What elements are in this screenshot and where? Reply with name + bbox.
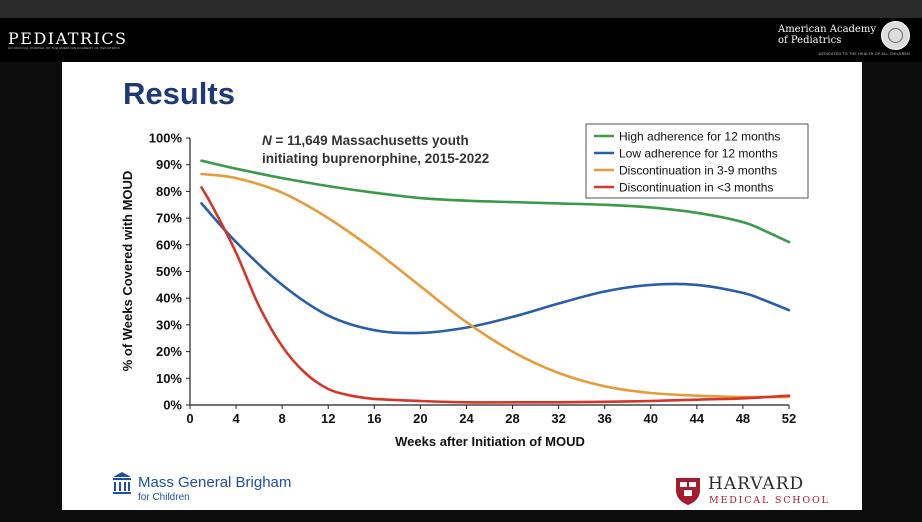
journal-header — [0, 18, 922, 62]
aap-logo-text: American Academy of Pediatrics — [778, 24, 876, 46]
x-tick-label: 48 — [736, 411, 750, 426]
aap-tagline: DEDICATED TO THE HEALTH OF ALL CHILDREN — [818, 52, 910, 56]
legend-label-4: Discontinuation in <3 months — [619, 181, 773, 195]
annotation-line-2: initiating buprenorphine, 2015-2022 — [262, 151, 489, 166]
mgb-sub: for Children — [138, 492, 190, 503]
y-tick-label: 20% — [156, 344, 182, 359]
annotation-line-1: N = 11,649 Massachusetts youth — [262, 133, 469, 148]
y-tick-label: 70% — [156, 211, 182, 226]
x-tick-label: 20 — [413, 411, 427, 426]
series-line-3 — [200, 172, 791, 399]
x-tick-label: 24 — [459, 411, 474, 426]
y-tick-label: 90% — [156, 157, 182, 172]
chart-axes: 0%10%20%30%40%50%60%70%80%90%100%0 4 8 12 16… — [149, 131, 796, 427]
y-tick-label: 80% — [156, 184, 182, 199]
legend-box — [585, 123, 809, 199]
chart-series — [200, 159, 791, 404]
legend-label-2: Low adherence for 12 months — [619, 147, 778, 161]
y-tick-label: 10% — [156, 371, 182, 386]
series-line-4 — [200, 186, 791, 404]
mgb-logo-icon — [113, 472, 131, 494]
slide-title: Results — [123, 76, 235, 111]
y-tick-label: 0% — [163, 398, 182, 413]
top-bar — [0, 0, 922, 18]
y-tick-label: 30% — [156, 317, 182, 332]
annotation-line-1-rest: = 11,649 Massachusetts youth — [272, 133, 469, 148]
aap-line1: American Academy — [777, 24, 876, 35]
harvard-sub: MEDICAL SCHOOL — [709, 495, 830, 506]
series-line-2 — [200, 202, 791, 335]
x-tick-label: 12 — [321, 411, 335, 426]
y-tick-label: 60% — [156, 237, 182, 252]
y-tick-label: 40% — [156, 291, 182, 306]
chart-legend: High adherence for 12 months Low adherenc… — [585, 123, 809, 199]
x-tick-label: 44 — [690, 411, 705, 426]
x-tick-label: 0 — [186, 411, 193, 426]
y-tick-label: 100% — [149, 131, 183, 146]
x-tick-label: 32 — [551, 411, 565, 426]
series-line-1 — [200, 159, 791, 244]
x-tick-label: 52 — [782, 411, 796, 426]
legend-label-1: High adherence for 12 months — [619, 130, 780, 144]
x-tick-label: 28 — [505, 411, 519, 426]
mgb-name: Mass General Brigham — [138, 474, 292, 491]
aap-seal-icon — [881, 21, 910, 50]
harvard-name: HARVARD — [708, 474, 805, 494]
y-tick-label: 50% — [156, 264, 182, 279]
x-axis-label: Weeks after Initiation of MOUD — [395, 434, 585, 449]
x-tick-label: 40 — [644, 411, 658, 426]
annotation-n: N — [262, 133, 272, 148]
x-tick-label: 16 — [367, 411, 381, 426]
journal-logo: PEDIATRICS — [8, 29, 128, 48]
journal-tagline: AN OFFICIAL JOURNAL OF THE AMERICAN ACAD… — [8, 46, 120, 50]
y-axis-label: % of Weeks Covered with MOUD — [120, 171, 135, 372]
x-tick-label: 36 — [597, 411, 611, 426]
aap-line2: of Pediatrics — [777, 35, 842, 46]
x-tick-label: 4 — [232, 411, 240, 426]
legend-label-3: Discontinuation in 3-9 months — [619, 164, 777, 178]
x-tick-label: 8 — [279, 411, 286, 426]
harvard-shield-icon — [676, 478, 700, 505]
